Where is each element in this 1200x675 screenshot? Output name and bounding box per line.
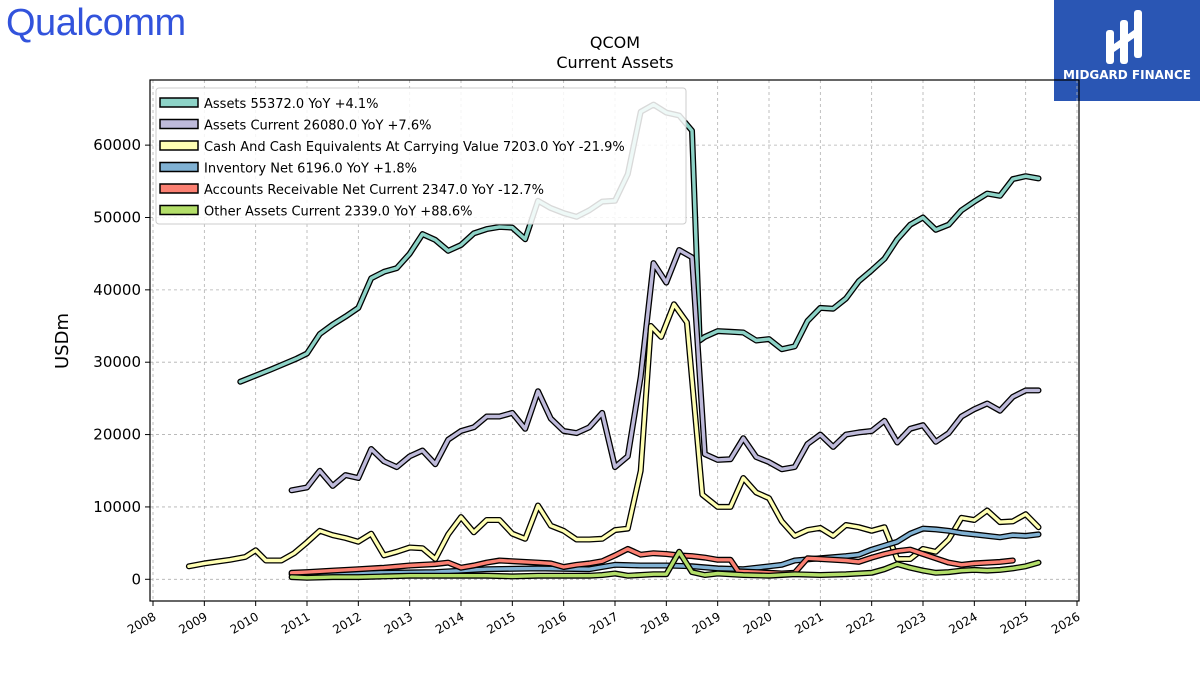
plot-frame [149,79,1080,602]
x-tick-label: 2015 [484,609,517,636]
legend-box [155,87,687,225]
x-tick-label: 2023 [895,609,928,636]
x-tick-label: 2009 [176,609,209,636]
midgard-finance-logo: MIDGARD FINANCE [1054,0,1200,101]
legend-swatch [159,97,199,108]
legend-label: Other Assets Current 2339.0 YoY +88.6% [204,205,473,220]
x-tick-label: 2014 [433,609,466,636]
legend: Assets 55372.0 YoY +4.1% Assets Current 2… [155,87,687,225]
assets-current-series-line [289,248,1041,492]
legend-label: Cash And Cash Equivalents At Carrying Va… [204,140,625,155]
y-tick-label: 30000 [93,353,141,371]
x-tick-label: 2011 [279,609,312,636]
y-tick-label: 0 [131,570,141,588]
y-axis-label: USDm [52,313,73,369]
y-tick-label: 20000 [93,426,141,444]
cash-and-cash-equivalents-at-carrying-value-series-line [187,302,1041,568]
legend-swatch [159,204,199,216]
legend-label: Accounts Receivable Net Current 2347.0 Y… [204,183,544,198]
legend-swatch [159,183,199,194]
x-tick-label: 2021 [792,609,825,636]
y-tick-label: 40000 [93,281,141,299]
qualcomm-logo: Qualcomm [6,2,186,44]
y-tick-label: 60000 [93,136,141,154]
legend-swatch [159,118,199,130]
series-lines [185,101,1042,581]
x-tick-label: 2026 [1049,609,1082,636]
assets-current-series-outline [288,247,1042,494]
legend-swatch [159,161,199,173]
x-tick-label: 2013 [382,609,415,636]
x-tick-label: 2010 [228,609,261,636]
legend-label: Inventory Net 6196.0 YoY +1.8% [204,162,417,177]
midgard-emblem-icon [1106,10,1142,64]
chart-title: QCOM [590,33,640,52]
y-tick-label: 10000 [93,498,141,516]
inventory-net-series-line [289,526,1041,576]
brand-name: MIDGARD FINANCE [1063,68,1191,82]
x-tick-label: 2016 [536,609,569,636]
legend-label: Assets 55372.0 YoY +4.1% [204,97,379,112]
x-tick-label: 2025 [998,609,1031,636]
x-tick-label: 2008 [125,609,158,636]
x-tick-label: 2020 [741,609,774,636]
x-tick-label: 2024 [946,609,979,636]
chart-subtitle: Current Assets [556,53,673,72]
x-tick-label: 2012 [330,609,363,636]
legend-swatch [159,140,199,151]
x-tick-label: 2022 [844,609,877,636]
y-tick-label: 50000 [93,208,141,226]
x-tick-label: 2017 [587,609,620,636]
x-tick-label: 2019 [690,609,723,636]
legend-label: Assets Current 26080.0 YoY +7.6% [204,119,431,134]
x-tick-label: 2018 [638,609,671,636]
other-assets-current-series-line [289,550,1041,580]
